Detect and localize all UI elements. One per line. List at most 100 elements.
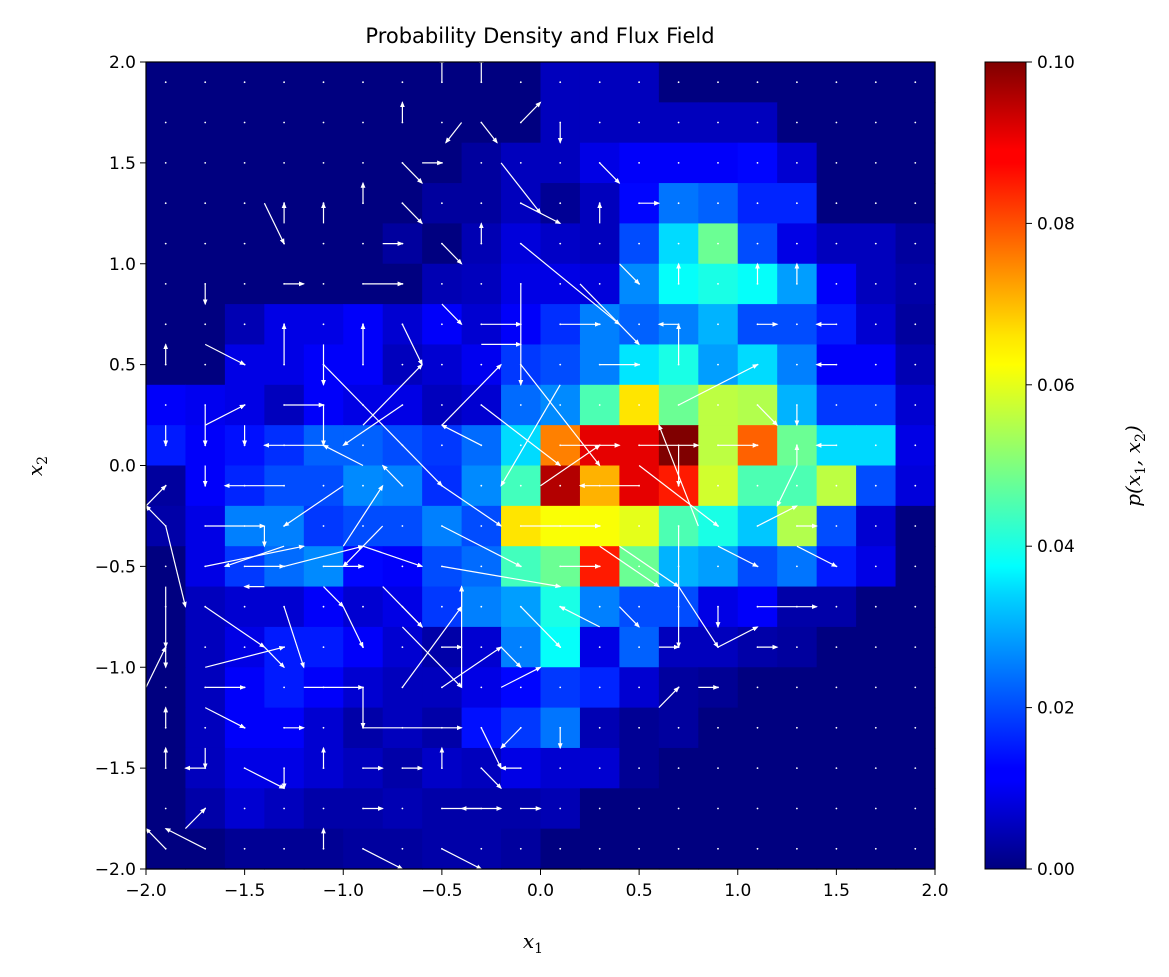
flux-dot — [796, 162, 798, 164]
flux-dot — [283, 121, 285, 124]
flux-arrow — [480, 404, 562, 467]
flux-dot — [874, 686, 877, 689]
flux-dot — [164, 807, 167, 810]
flux-dot — [717, 726, 719, 729]
x-axis-ticks: −2.0 −1.5 −1.0 −0.5 0.0 0.5 1.0 1.5 2.0 — [125, 869, 949, 901]
flux-dot — [362, 605, 364, 608]
flux-dot — [598, 242, 601, 245]
flux-dot — [519, 162, 522, 164]
flux-arrow — [184, 807, 207, 830]
flux-dot — [243, 202, 246, 205]
flux-dot — [204, 202, 207, 205]
flux-arrow — [323, 364, 443, 487]
flux-dot — [204, 363, 207, 366]
flux-dot — [677, 162, 680, 164]
flux-dot — [204, 726, 207, 729]
flux-dot — [835, 242, 838, 245]
flux-arrow — [445, 122, 463, 144]
flux-dot — [401, 81, 404, 84]
flux-dot — [559, 847, 562, 850]
flux-dot — [204, 121, 207, 124]
flux-arrow — [520, 364, 601, 467]
flux-dot — [835, 807, 838, 810]
flux-dot — [441, 283, 443, 285]
flux-dot — [756, 807, 759, 810]
chart-title: Probability Density and Flux Field — [365, 24, 714, 48]
flux-dot — [677, 202, 680, 205]
flux-arrow — [323, 586, 345, 608]
flux-arrow — [796, 545, 838, 567]
flux-dot — [322, 323, 325, 326]
flux-arrow — [401, 606, 423, 628]
flux-dot — [480, 525, 483, 527]
flux-arrow — [145, 827, 167, 850]
y-tick-label: 2.0 — [109, 53, 136, 73]
flux-dot — [756, 484, 759, 487]
flux-dot — [480, 283, 483, 285]
flux-dot — [164, 323, 167, 326]
flux-dot — [756, 767, 759, 769]
flux-arrow — [520, 243, 621, 326]
flux-dot — [835, 767, 838, 769]
flux-dot — [756, 202, 759, 205]
flux-dot — [914, 847, 917, 850]
flux-dot — [441, 323, 443, 326]
x-axis-label: x1 — [523, 929, 543, 957]
colorbar-tick-label: 0.00 — [1037, 860, 1075, 880]
flux-dot — [717, 565, 719, 568]
flux-dot — [480, 202, 483, 205]
flux-dot — [559, 242, 562, 245]
flux-arrow — [401, 626, 463, 689]
flux-dot — [362, 121, 364, 124]
flux-dot — [480, 363, 483, 366]
flux-dot — [243, 121, 246, 124]
flux-dot — [756, 847, 759, 850]
flux-dot — [677, 121, 680, 124]
flux-dot — [401, 847, 404, 850]
flux-arrow — [401, 605, 463, 688]
flux-dot — [835, 162, 838, 164]
flux-arrow — [579, 283, 640, 346]
flux-dot — [559, 162, 562, 164]
flux-dot — [164, 404, 167, 406]
colorbar-tick-label: 0.06 — [1037, 376, 1075, 396]
x-tick-label: 2.0 — [921, 881, 948, 901]
flux-dot — [796, 686, 798, 689]
flux-dot — [796, 121, 798, 124]
flux-dot — [914, 283, 917, 285]
flux-dot — [598, 605, 601, 608]
flux-dot — [401, 646, 404, 648]
flux-dot — [796, 767, 798, 769]
flux-dot — [796, 202, 798, 205]
flux-arrow — [145, 484, 167, 507]
flux-dot — [638, 847, 640, 850]
flux-dot — [598, 767, 601, 769]
flux-arrow — [480, 727, 502, 770]
flux-dot — [914, 767, 917, 769]
flux-dot — [638, 81, 640, 84]
flux-dot — [283, 847, 285, 850]
flux-dot — [874, 363, 877, 366]
flux-arrow — [500, 162, 542, 215]
flux-dot — [874, 767, 877, 769]
flux-dot — [322, 242, 325, 245]
x-tick-label: −2.0 — [125, 881, 166, 901]
flux-dot — [519, 646, 522, 648]
colorbar-tick-label: 0.02 — [1037, 699, 1075, 719]
flux-dot — [322, 484, 325, 487]
flux-dot — [322, 605, 325, 608]
flux-dot — [914, 81, 917, 84]
flux-dot — [914, 565, 917, 568]
flux-dot — [756, 81, 759, 84]
flux-dot — [638, 323, 640, 326]
flux-dot — [638, 121, 640, 124]
flux-dot — [835, 605, 838, 608]
flux-dot — [243, 807, 246, 810]
flux-dot — [874, 283, 877, 285]
flux-dot — [914, 646, 917, 648]
flux-dot — [204, 81, 207, 84]
flux-arrow — [441, 485, 503, 527]
flux-arrow — [480, 122, 498, 144]
flux-dot — [914, 202, 917, 205]
flux-dot — [914, 605, 917, 608]
